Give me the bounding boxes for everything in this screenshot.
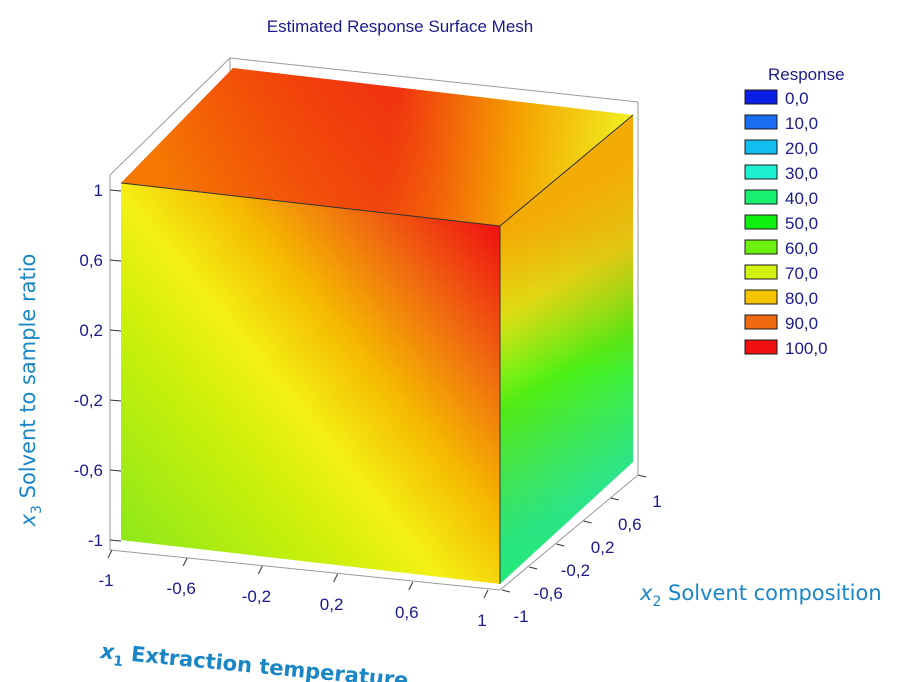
x3-tick-label: -1 [88,531,103,550]
legend-label: 90,0 [785,314,818,333]
right-face-overlay [500,115,633,584]
chart-title: Estimated Response Surface Mesh [267,17,533,36]
x1-tick-mark [408,581,414,591]
top-face-overlay [121,68,633,226]
legend-swatch [744,264,778,280]
x1-tick-mark [333,573,339,583]
legend-swatch [744,164,778,180]
x3-tick-mark [109,329,122,332]
x1-axis-ticks: -1 -0,6 -0,2 0,2 0,6 1 [98,549,489,630]
x1-tick-label: 1 [477,611,486,630]
x3-axis-ticks: -1 -0,6 -0,2 0,2 0,6 1 [74,181,122,550]
x3-tick-label: 0,2 [79,321,103,340]
x2-tick-mark [501,589,511,593]
x2-tick-label: -0,6 [534,584,563,603]
legend-label: 100,0 [785,339,828,358]
legend-label: 0,0 [785,89,809,108]
legend: Response 0,0 10,0 20,0 30,0 40,0 50,0 60,0 70,0… [744,65,845,358]
legend-label: 60,0 [785,239,818,258]
x1-axis-label: x1 Extraction temperature [98,639,409,682]
legend-title: Response [768,65,845,84]
legend-swatch [744,339,778,355]
legend-label: 30,0 [785,164,818,183]
legend-swatch [744,289,778,305]
x2-tick-label: 0,2 [591,538,615,557]
x2-tick-label: 1 [652,492,661,511]
x3-tick-label: -0,6 [74,461,103,480]
legend-label: 50,0 [785,214,818,233]
legend-label: 40,0 [785,189,818,208]
legend-label: 70,0 [785,264,818,283]
x3-tick-label: 1 [94,181,103,200]
x2-tick-mark [637,474,647,478]
x1-tick-mark [182,557,188,567]
x1-tick-mark [107,549,113,559]
x2-tick-mark [610,497,619,501]
x3-tick-mark [109,189,122,192]
x3-tick-mark [109,259,122,262]
x1-tick-label: 0,6 [395,603,419,622]
x2-tick-mark [529,566,538,570]
legend-label: 20,0 [785,139,818,158]
back-frame [109,57,639,591]
front-face [121,183,500,584]
x3-tick-mark [109,469,122,472]
x2-tick-label: -0,2 [561,561,590,580]
legend-label: 80,0 [785,289,818,308]
legend-label: 10,0 [785,114,818,133]
x1-tick-label: 0,2 [320,595,344,614]
x2-tick-label: 0,6 [618,515,642,534]
surface-cube [120,68,634,584]
legend-swatch [744,314,778,330]
x3-axis-label: x3 Solvent to sample ratio [16,254,45,528]
x2-axis-label: x2 Solvent composition [639,581,882,610]
legend-swatch [744,189,778,205]
x1-tick-mark [483,589,489,599]
x2-tick-mark [556,543,565,547]
x2-axis-ticks: -1 -0,6 -0,20,20,6 1 [501,474,662,626]
x1-tick-mark [257,565,263,575]
legend-swatch [744,139,778,155]
x3-tick-label: 0,6 [79,251,103,270]
legend-swatch [744,114,778,130]
legend-swatch [744,239,778,255]
x1-tick-label: -0,6 [167,579,196,598]
legend-swatch [744,214,778,230]
x3-tick-mark [109,399,122,402]
x3-tick-mark [109,539,122,542]
x2-tick-mark [583,520,592,524]
x1-tick-label: -1 [98,571,113,590]
x2-tick-label: -1 [513,607,528,626]
legend-swatch [744,89,778,105]
x1-tick-label: -0,2 [242,587,271,606]
x3-tick-label: -0,2 [74,391,103,410]
